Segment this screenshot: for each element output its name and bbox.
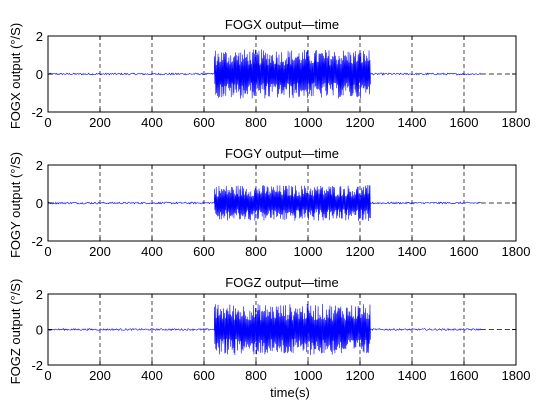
x-tick-label: 1200: [346, 115, 375, 130]
x-tick-label: 800: [245, 244, 267, 259]
y-tick-label: 0: [36, 196, 43, 211]
y-axis-label: FOGY output (°/S): [8, 152, 23, 258]
y-axis-label: FOGX output (°/S): [8, 23, 23, 129]
y-tick-label: 2: [36, 287, 43, 302]
x-tick-label: 200: [89, 368, 111, 383]
x-tick-label: 0: [44, 368, 51, 383]
chart-panel-fogy: 0 200 400 600 800 1000 1200 1400 1600 180020-2FOG…: [8, 146, 530, 259]
series-line-fogz: [47, 303, 482, 356]
x-tick-label: 1800: [502, 368, 531, 383]
series-line-fogy: [47, 185, 481, 222]
y-tick-label: 2: [36, 29, 43, 44]
x-tick-label: 1800: [502, 244, 531, 259]
x-tick-label: 200: [89, 244, 111, 259]
y-axis-label: FOGZ output (°/S): [8, 279, 23, 385]
x-tick-label: 0: [44, 244, 51, 259]
x-tick-label: 800: [245, 368, 267, 383]
chart-panel-fogz: 0 200 400 600 800 1000 1200 1400 1600 180020-2FOG…: [8, 275, 530, 384]
x-tick-label: 1400: [398, 368, 427, 383]
x-tick-label: 1600: [450, 244, 479, 259]
x-tick-label: 600: [193, 368, 215, 383]
y-tick-label: 0: [36, 323, 43, 338]
y-tick-label: 2: [36, 158, 43, 173]
chart-title: FOGY output—time: [225, 146, 339, 161]
y-tick-label: 0: [36, 67, 43, 82]
chart-title: FOGZ output—time: [225, 275, 338, 290]
x-tick-label: 1600: [450, 368, 479, 383]
x-tick-label: 1600: [450, 115, 479, 130]
y-tick-label: -2: [31, 234, 43, 249]
x-tick-label: 600: [193, 115, 215, 130]
chart-title: FOGX output—time: [225, 17, 339, 32]
x-tick-label: 400: [141, 244, 163, 259]
x-tick-label: 1200: [346, 368, 375, 383]
x-tick-label: 800: [245, 115, 267, 130]
x-tick-label: 1000: [294, 244, 323, 259]
x-tick-label: 1400: [398, 115, 427, 130]
x-tick-label: 0: [44, 115, 51, 130]
x-tick-label: 1200: [346, 244, 375, 259]
x-tick-label: 400: [141, 115, 163, 130]
x-tick-label: 1400: [398, 244, 427, 259]
x-tick-label: 1000: [294, 368, 323, 383]
x-tick-label: 200: [89, 115, 111, 130]
y-tick-label: -2: [31, 105, 43, 120]
series-line-fogx: [47, 49, 482, 99]
x-tick-label: 1000: [294, 115, 323, 130]
x-tick-label: 400: [141, 368, 163, 383]
x-tick-label: 1800: [502, 115, 531, 130]
x-axis-label: time(s): [270, 385, 310, 400]
x-tick-label: 600: [193, 244, 215, 259]
chart-panel-fogx: 0 200 400 600 800 1000 1200 1400 1600 180020-2FOG…: [8, 17, 530, 130]
y-tick-label: -2: [31, 358, 43, 373]
